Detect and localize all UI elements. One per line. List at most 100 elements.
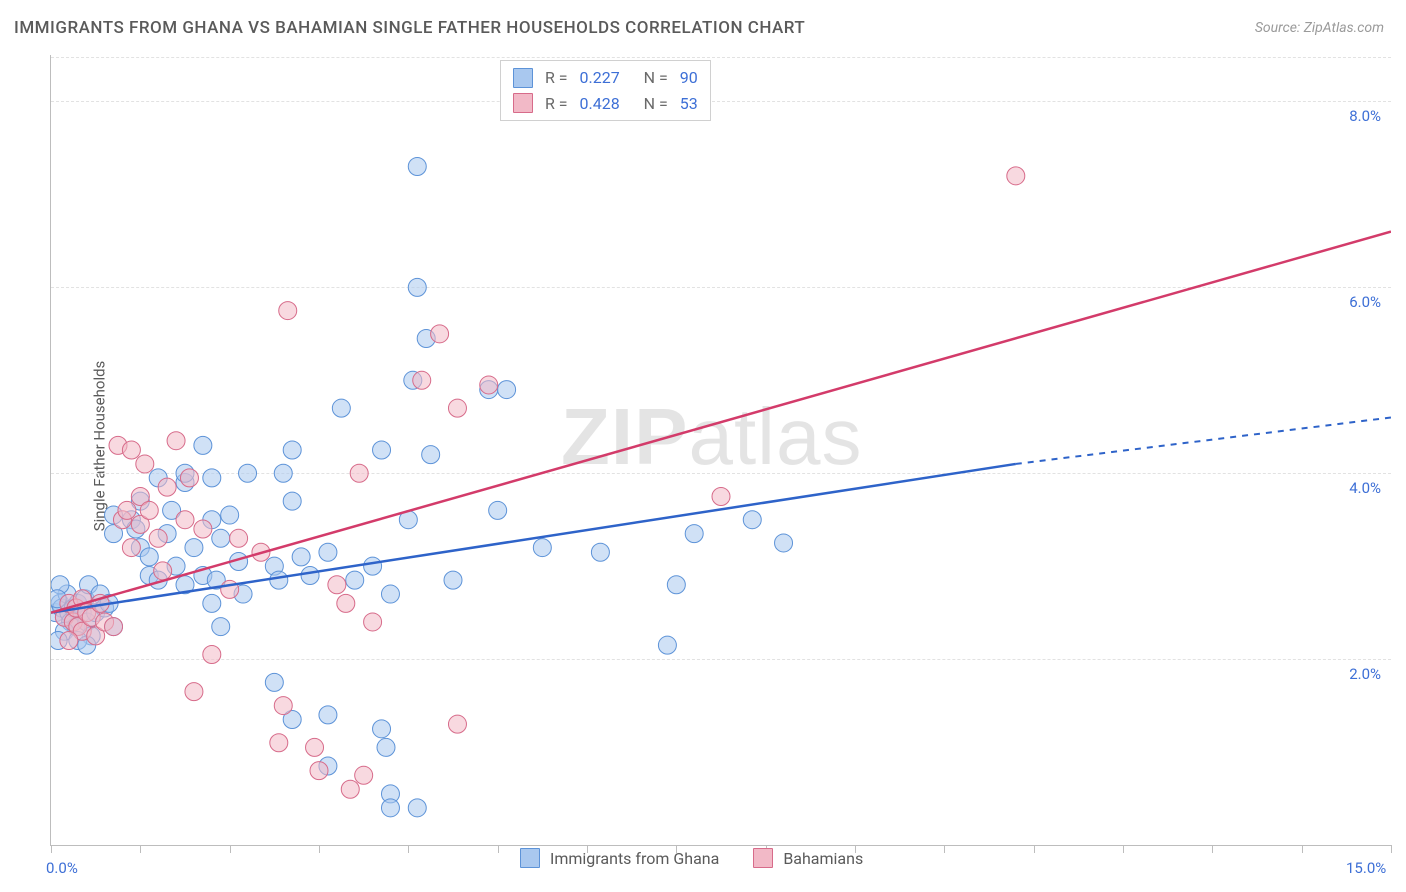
scatter-point [212, 529, 230, 547]
legend-swatch [513, 93, 533, 113]
scatter-point [140, 548, 158, 566]
x-tick [1034, 845, 1035, 853]
scatter-point [212, 618, 230, 636]
scatter-point [310, 762, 328, 780]
scatter-point [167, 432, 185, 450]
scatter-point [448, 399, 466, 417]
legend-swatch [753, 848, 773, 868]
legend-r-label: R = [541, 65, 572, 91]
legend-swatch [513, 68, 533, 88]
scatter-point [203, 594, 221, 612]
scatter-point [408, 799, 426, 817]
scatter-point [377, 738, 395, 756]
scatter-point [274, 697, 292, 715]
scatter-point [1007, 167, 1025, 185]
scatter-point [373, 441, 391, 459]
regression-line [51, 232, 1391, 613]
scatter-point [221, 506, 239, 524]
x-tick [1212, 845, 1213, 853]
scatter-point [185, 683, 203, 701]
scatter-point [279, 302, 297, 320]
scatter-point [533, 539, 551, 557]
x-tick [1302, 845, 1303, 853]
legend-swatch [520, 848, 540, 868]
legend-n-value: 90 [680, 65, 698, 91]
scatter-point [341, 780, 359, 798]
scatter-point [203, 645, 221, 663]
scatter-point [105, 618, 123, 636]
legend-row: R = 0.227 N = 90 [513, 65, 698, 91]
scatter-point [373, 720, 391, 738]
scatter-point [591, 543, 609, 561]
scatter-point [448, 715, 466, 733]
chart-container: IMMIGRANTS FROM GHANA VS BAHAMIAN SINGLE… [0, 0, 1406, 892]
source-attribution: Source: ZipAtlas.com [1255, 20, 1384, 36]
scatter-point [274, 464, 292, 482]
scatter-point [775, 534, 793, 552]
scatter-point [319, 706, 337, 724]
scatter-point [712, 487, 730, 505]
legend-series-name: Immigrants from Ghana [550, 849, 719, 868]
x-tick [319, 845, 320, 853]
scatter-point [270, 571, 288, 589]
x-tick [140, 845, 141, 853]
scatter-point [122, 539, 140, 557]
legend-n-label: N = [628, 91, 672, 117]
scatter-point [149, 529, 167, 547]
regression-line-extrapolation [1016, 417, 1391, 463]
scatter-point [60, 632, 78, 650]
chart-title: IMMIGRANTS FROM GHANA VS BAHAMIAN SINGLE… [14, 18, 805, 38]
legend-n-value: 53 [680, 91, 698, 117]
scatter-point [498, 381, 516, 399]
scatter-point [140, 501, 158, 519]
scatter-point [301, 566, 319, 584]
legend-r-value: 0.428 [580, 91, 620, 117]
x-axis-max-label: 15.0% [1346, 859, 1386, 877]
scatter-point [337, 594, 355, 612]
scatter-point [265, 673, 283, 691]
scatter-point [381, 799, 399, 817]
scatter-point [283, 441, 301, 459]
x-tick [408, 845, 409, 853]
scatter-point [194, 436, 212, 454]
correlation-legend: R = 0.227 N = 90 R = 0.428 N = 53 [500, 60, 711, 121]
scatter-point [408, 158, 426, 176]
legend-series-name: Bahamians [783, 849, 863, 868]
series-legend: Immigrants from Ghana Bahamians [520, 848, 887, 868]
scatter-point [319, 543, 337, 561]
scatter-point [480, 376, 498, 394]
scatter-point [444, 571, 462, 589]
legend-row: R = 0.428 N = 53 [513, 91, 698, 117]
legend-n-label: N = [628, 65, 672, 91]
scatter-point [194, 520, 212, 538]
scatter-point [118, 501, 136, 519]
legend-r-label: R = [541, 91, 572, 117]
scatter-point [743, 511, 761, 529]
scatter-point [489, 501, 507, 519]
x-tick [944, 845, 945, 853]
scatter-point [180, 469, 198, 487]
scatter-point [364, 613, 382, 631]
scatter-point [306, 738, 324, 756]
scatter-point [158, 478, 176, 496]
scatter-point [230, 529, 248, 547]
scatter-point [364, 557, 382, 575]
scatter-point [203, 469, 221, 487]
x-tick [1123, 845, 1124, 853]
scatter-point [154, 562, 172, 580]
plot-area: ZIPatlas 2.0%4.0%6.0%8.0% [50, 55, 1391, 846]
scatter-point [270, 734, 288, 752]
scatter-point [413, 371, 431, 389]
scatter-point [122, 441, 140, 459]
scatter-point [136, 455, 154, 473]
scatter-point [176, 511, 194, 529]
scatter-point [185, 539, 203, 557]
scatter-point [667, 576, 685, 594]
scatter-point [355, 766, 373, 784]
scatter-svg [51, 55, 1391, 845]
scatter-point [328, 576, 346, 594]
x-axis-min-label: 0.0% [46, 859, 78, 877]
scatter-point [283, 492, 301, 510]
scatter-point [346, 571, 364, 589]
scatter-point [685, 525, 703, 543]
